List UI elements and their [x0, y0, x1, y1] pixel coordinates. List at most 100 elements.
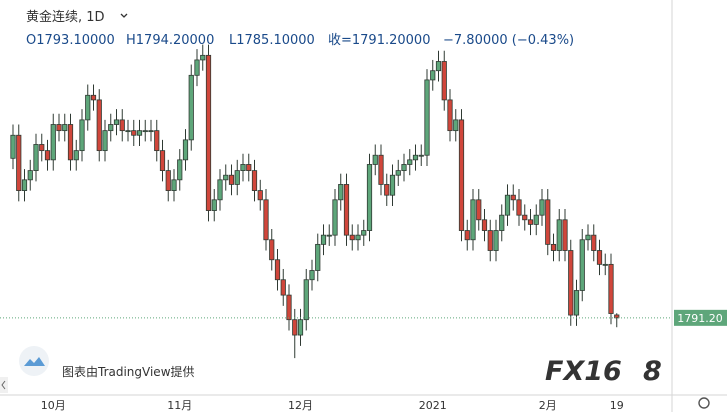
last-price-label: 1791.20 — [677, 312, 723, 325]
candle-body — [292, 319, 298, 336]
candle-body — [217, 179, 223, 201]
candle-body — [171, 179, 177, 191]
candle-body — [562, 219, 568, 251]
candle-body — [182, 139, 189, 161]
candles — [0, 44, 672, 359]
candle-body — [50, 124, 56, 161]
candle-body — [240, 164, 246, 172]
candle-body — [200, 54, 206, 61]
tv-logo — [24, 357, 45, 366]
candle-body — [280, 279, 286, 296]
candle-body — [470, 199, 476, 241]
candle-body — [579, 239, 585, 291]
candle-body — [401, 164, 407, 172]
candle-body — [73, 150, 79, 161]
candle-body — [378, 154, 384, 185]
candle-body — [159, 150, 166, 172]
candle-body — [464, 230, 470, 241]
candle-body — [458, 119, 465, 231]
ohlc-open: O1793.10000 — [26, 33, 115, 48]
candle-body — [573, 290, 580, 316]
candle-body — [614, 314, 620, 319]
candle-body — [56, 124, 62, 132]
candle-body — [499, 214, 505, 231]
ohlc-high: H1794.20000 — [126, 33, 214, 48]
candle-body — [269, 239, 275, 261]
candle-body — [188, 74, 194, 141]
candle-body — [355, 234, 361, 241]
x-tick-label: 10月 — [41, 399, 66, 412]
candle-body — [148, 130, 154, 133]
candle-body — [418, 154, 424, 157]
candle-body — [447, 99, 453, 132]
candle-body — [125, 130, 131, 133]
x-tick-label: 11月 — [167, 399, 192, 412]
candle-body — [177, 159, 183, 181]
candle-body — [550, 243, 557, 251]
candle-body — [79, 119, 85, 152]
side-tab[interactable] — [0, 377, 8, 393]
candle-body — [211, 199, 217, 211]
candle-body — [539, 199, 545, 216]
candle-body — [435, 61, 442, 72]
candle-body — [596, 250, 603, 265]
candle-body — [602, 263, 608, 266]
candle-body — [108, 124, 114, 132]
attribution[interactable]: 图表由TradingView提供 — [62, 364, 195, 379]
candle-body — [527, 219, 534, 225]
candle-body — [223, 174, 229, 181]
settings-icon[interactable] — [698, 397, 710, 409]
ohlc-change: −7.80000 (−0.43%) — [443, 33, 574, 48]
candle-body — [251, 170, 258, 191]
candle-body — [246, 164, 252, 172]
candle-body — [343, 184, 350, 236]
candle-body — [142, 130, 148, 133]
candle-body — [568, 250, 574, 316]
symbol[interactable]: 黄金连续, 1D — [26, 9, 105, 25]
candle-body — [21, 179, 28, 191]
candle-body — [102, 130, 108, 152]
candle-body — [205, 54, 212, 211]
candle-body — [257, 190, 263, 201]
candle-body — [389, 174, 396, 196]
symbol-chevron[interactable] — [120, 13, 128, 18]
candle-body — [274, 259, 281, 281]
x-tick-label: 19 — [610, 399, 624, 412]
candle-body — [234, 170, 240, 185]
candle-body — [96, 99, 102, 152]
candle-body — [412, 154, 419, 161]
candle-body — [407, 159, 413, 165]
candle-body — [119, 119, 125, 132]
candle-body — [453, 119, 459, 132]
candle-body — [545, 199, 551, 245]
candle-body — [430, 70, 436, 81]
candle-body — [332, 199, 338, 236]
candle-body — [113, 119, 120, 125]
candle-body — [533, 214, 539, 225]
candle-body — [27, 170, 33, 181]
candle-body — [556, 219, 562, 251]
x-tick-label: 2021 — [419, 399, 447, 412]
candle-body — [44, 150, 51, 161]
candle-body — [10, 134, 16, 159]
candle-body — [504, 194, 511, 216]
candle-body — [263, 199, 269, 241]
candle-body — [424, 79, 430, 156]
side-tab-arrow[interactable] — [1, 380, 6, 390]
candle-body — [194, 59, 200, 76]
candle-body — [591, 234, 597, 251]
candle-body — [309, 270, 315, 281]
candle-body — [228, 174, 235, 185]
candle-body — [315, 243, 321, 271]
candle-body — [326, 234, 332, 237]
candle-body — [154, 130, 160, 152]
last-price-box — [674, 309, 727, 326]
ohlc-low: L1785.10000 — [229, 33, 315, 48]
candle-body — [522, 214, 528, 221]
candle-body — [366, 164, 373, 231]
candle-body — [441, 61, 447, 101]
candle-body — [165, 170, 171, 191]
